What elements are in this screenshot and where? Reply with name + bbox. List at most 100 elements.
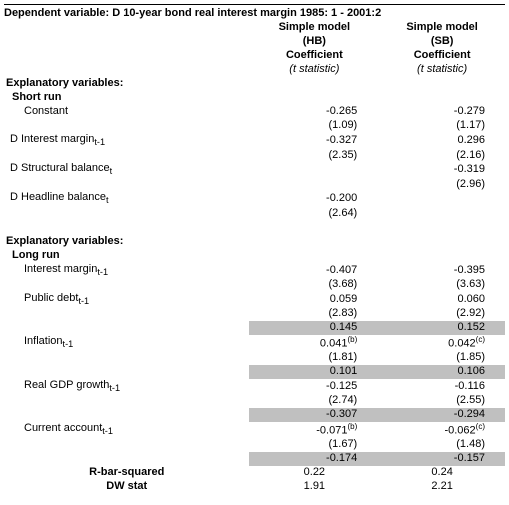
- val-intmarg-lr-t1: (3.68): [249, 278, 377, 292]
- val-dw-1: 1.91: [249, 480, 377, 494]
- row-constant-t: (1.09) (1.17): [4, 119, 505, 133]
- val-pubdebt-c2: 0.060: [377, 292, 505, 307]
- model1-abbr: (HB): [249, 35, 377, 49]
- val-gdp-t1: (2.74): [249, 394, 377, 408]
- header-row-3: Coefficient Coefficient: [4, 49, 505, 63]
- val-intmarg-sr-t2: (2.16): [377, 148, 505, 162]
- row-intmarg-sr-coef: D Interest margint-1 -0.327 0.296: [4, 133, 505, 148]
- val-pubdebt-t1: (2.83): [249, 307, 377, 321]
- row-headbal-coef: D Headline balancet -0.200: [4, 191, 505, 206]
- val-curracct-c2: -0.062(c): [377, 422, 505, 438]
- val-gdp-s2: -0.294: [377, 408, 505, 422]
- val-gdp-c1: -0.125: [249, 379, 377, 394]
- val-curracct-t2: (1.48): [377, 438, 505, 452]
- label-structbal: D Structural balancet: [4, 162, 249, 177]
- row-gdp-coef: Real GDP growtht-1 -0.125 -0.116: [4, 379, 505, 394]
- row-pubdebt-t: (2.83) (2.92): [4, 307, 505, 321]
- val-curracct-c1: -0.071(b): [249, 422, 377, 438]
- val-rbar-2: 0.24: [377, 466, 505, 480]
- section-longrun: Long run: [4, 249, 249, 263]
- val-pubdebt-t2: (2.92): [377, 307, 505, 321]
- row-inflation-t: (1.81) (1.85): [4, 351, 505, 365]
- row-structbal-t: (2.96): [4, 177, 505, 191]
- val-structbal-t2: (2.96): [377, 177, 505, 191]
- row-constant-coef: Constant -0.265 -0.279: [4, 105, 505, 119]
- label-intmarg-lr: Interest margint-1: [4, 263, 249, 278]
- val-pubdebt-s1: 0.145: [249, 321, 377, 335]
- val-structbal-c2: -0.319: [377, 162, 505, 177]
- row-intmarg-lr-coef: Interest margint-1 -0.407 -0.395: [4, 263, 505, 278]
- val-rbar-1: 0.22: [249, 466, 377, 480]
- row-inflation-coef: Inflationt-1 0.041(b) 0.042(c): [4, 335, 505, 351]
- val-constant-t2: (1.17): [377, 119, 505, 133]
- val-gdp-t2: (2.55): [377, 394, 505, 408]
- table-title: Dependent variable: D 10-year bond real …: [4, 4, 505, 21]
- label-constant: Constant: [4, 105, 249, 119]
- label-inflation: Inflationt-1: [4, 335, 249, 351]
- section-explanatory-2: Explanatory variables:: [4, 235, 249, 249]
- val-curracct-s2: -0.157: [377, 452, 505, 466]
- val-intmarg-sr-c1: -0.327: [249, 133, 377, 148]
- val-structbal-t1: [249, 177, 377, 191]
- row-inflation-shade: 0.101 0.106: [4, 365, 505, 379]
- row-intmarg-sr-t: (2.35) (2.16): [4, 148, 505, 162]
- label-curracct: Current accountt-1: [4, 422, 249, 438]
- row-headbal-t: (2.64): [4, 207, 505, 221]
- row-curracct-t: (1.67) (1.48): [4, 438, 505, 452]
- row-curracct-coef: Current accountt-1 -0.071(b) -0.062(c): [4, 422, 505, 438]
- val-inflation-t1: (1.81): [249, 351, 377, 365]
- row-curracct-shade: -0.174 -0.157: [4, 452, 505, 466]
- val-gdp-s1: -0.307: [249, 408, 377, 422]
- val-pubdebt-s2: 0.152: [377, 321, 505, 335]
- label-gdp: Real GDP growtht-1: [4, 379, 249, 394]
- val-headbal-c1: -0.200: [249, 191, 377, 206]
- row-pubdebt-shade: 0.145 0.152: [4, 321, 505, 335]
- model1-name: Simple model: [249, 21, 377, 35]
- val-intmarg-sr-t1: (2.35): [249, 148, 377, 162]
- tstat-header-2: (t statistic): [377, 63, 505, 77]
- val-structbal-c1: [249, 162, 377, 177]
- label-headbal: D Headline balancet: [4, 191, 249, 206]
- model2-abbr: (SB): [377, 35, 505, 49]
- val-headbal-c2: [377, 191, 505, 206]
- val-dw-2: 2.21: [377, 480, 505, 494]
- val-intmarg-lr-t2: (3.63): [377, 278, 505, 292]
- section-shortrun: Short run: [4, 91, 249, 105]
- header-row-1: Simple model Simple model: [4, 21, 505, 35]
- row-gdp-shade: -0.307 -0.294: [4, 408, 505, 422]
- val-inflation-s2: 0.106: [377, 365, 505, 379]
- val-curracct-t1: (1.67): [249, 438, 377, 452]
- val-intmarg-lr-c2: -0.395: [377, 263, 505, 278]
- val-intmarg-sr-c2: 0.296: [377, 133, 505, 148]
- val-inflation-c2: 0.042(c): [377, 335, 505, 351]
- row-gdp-t: (2.74) (2.55): [4, 394, 505, 408]
- val-constant-t1: (1.09): [249, 119, 377, 133]
- header-row-2: (HB) (SB): [4, 35, 505, 49]
- model2-name: Simple model: [377, 21, 505, 35]
- val-headbal-t1: (2.64): [249, 207, 377, 221]
- val-headbal-t2: [377, 207, 505, 221]
- label-rbar: R-bar-squared: [4, 466, 249, 480]
- row-intmarg-lr-t: (3.68) (3.63): [4, 278, 505, 292]
- label-dw: DW stat: [4, 480, 249, 494]
- val-pubdebt-c1: 0.059: [249, 292, 377, 307]
- label-intmarg-sr: D Interest margint-1: [4, 133, 249, 148]
- val-constant-c1: -0.265: [249, 105, 377, 119]
- val-inflation-s1: 0.101: [249, 365, 377, 379]
- coef-header-2: Coefficient: [377, 49, 505, 63]
- coef-header-1: Coefficient: [249, 49, 377, 63]
- val-intmarg-lr-c1: -0.407: [249, 263, 377, 278]
- val-inflation-c1: 0.041(b): [249, 335, 377, 351]
- val-inflation-t2: (1.85): [377, 351, 505, 365]
- regression-table: Simple model Simple model (HB) (SB) Coef…: [4, 21, 505, 494]
- row-structbal-coef: D Structural balancet -0.319: [4, 162, 505, 177]
- row-dw: DW stat 1.91 2.21: [4, 480, 505, 494]
- val-gdp-c2: -0.116: [377, 379, 505, 394]
- row-pubdebt-coef: Public debtt-1 0.059 0.060: [4, 292, 505, 307]
- tstat-header-1: (t statistic): [249, 63, 377, 77]
- row-rbar: R-bar-squared 0.22 0.24: [4, 466, 505, 480]
- header-row-4: (t statistic) (t statistic): [4, 63, 505, 77]
- label-pubdebt: Public debtt-1: [4, 292, 249, 307]
- section-explanatory-1: Explanatory variables:: [4, 77, 249, 91]
- val-constant-c2: -0.279: [377, 105, 505, 119]
